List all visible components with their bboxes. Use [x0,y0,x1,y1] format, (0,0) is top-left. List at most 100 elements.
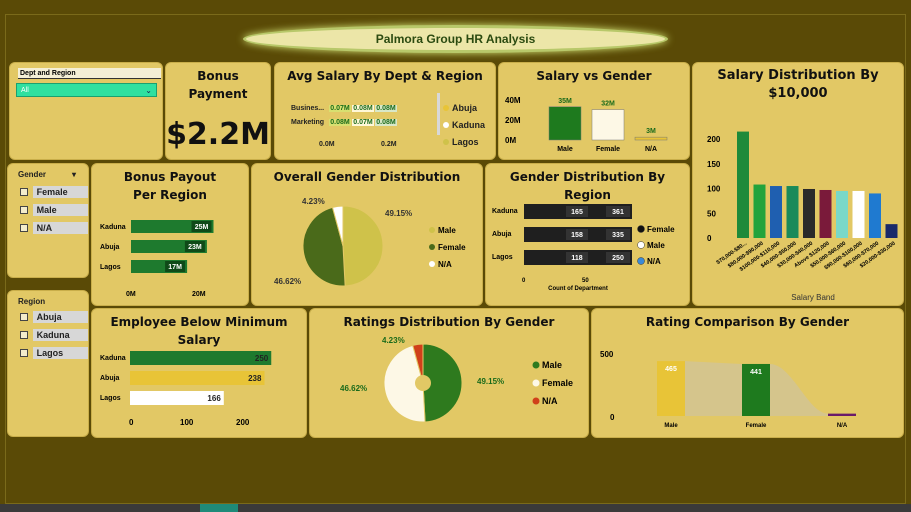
rating-slice [422,343,463,423]
bar-value-bg [184,241,205,252]
bar-category-label: N/A [645,146,657,153]
slicer-option[interactable]: N/A [20,219,88,237]
dept-slicer-dropdown[interactable]: All ⌄ [16,83,157,97]
bonus-payment-title: Bonus Payment [188,69,248,101]
salary-gender-bar [548,106,582,141]
bonus-region-card: Bonus Payout Per Region Kaduna 25M Abuja 23… [91,163,249,306]
rating-bar [742,363,770,416]
slicer-option-label: Male [32,204,88,216]
legend-label: Female [647,225,675,234]
bar-value-label: 465 [665,366,677,373]
checkbox[interactable] [20,349,28,357]
checkbox[interactable] [20,188,28,196]
avg-salary-cell: 0.08M [375,104,397,112]
salary-gender-title: Salary vs Gender [536,69,652,83]
y-tick-label: 20M [505,116,521,125]
active-page-tab[interactable] [200,504,238,512]
salary-band-bar [885,224,898,238]
bar-value-bg [566,252,588,263]
gender-slicer: Gender ▾ Female Male N/A [7,163,89,278]
slicer-option[interactable]: Kaduna [20,326,88,344]
y-tick-label: 100 [707,185,721,194]
salary-band-bar [869,193,881,238]
legend-label: Lagos [452,136,479,147]
rating-slice [383,344,426,423]
rating-compare-title: Rating Comparison By Gender [645,315,850,329]
bar-value-bg [606,206,630,217]
y-tick-label: 50 [707,209,716,218]
avg-salary-title: Avg Salary By Dept & Region [287,69,483,83]
bar-value-label: 32M [601,101,615,108]
salary-gender-bar [591,109,625,141]
bar-value-bg [191,221,212,232]
x-tick-label: 0M [126,291,136,298]
y-tick-label: 200 [707,135,721,144]
bar-category-label: Lagos [100,395,121,402]
x-tick-label: 50 [582,278,589,284]
slice-pct-label: 46.62% [340,384,367,393]
bar-category-label: N/A [837,423,848,429]
ratings-gender-chart: 49.15% 46.62% 4.23% Male Female N/A [340,336,573,423]
title-text: Palmora Group HR Analysis [375,32,536,46]
bar-value-bg [606,229,630,240]
avg-legend-scrollbar[interactable] [437,93,440,135]
checkbox[interactable] [20,313,28,321]
bar-category-label: Female [746,423,767,429]
salary-gender-card: Salary vs Gender 40M 20M 0M 35M Male 32M Femal… [498,62,690,160]
checkbox[interactable] [20,206,28,214]
x-tick-label: 20M [192,291,206,298]
bonus-region-title: Bonus Payout Per Region [123,170,217,202]
legend-dot [532,379,540,387]
dashboard-title: Palmora Group HR Analysis [243,25,668,53]
gender-region-title: Gender Distribution By Region [509,170,666,202]
y-tick-label: 0M [505,136,516,145]
slicer-option[interactable]: Female [20,183,88,201]
slicer-option-label: Abuja [32,311,88,323]
x-tick-label: 100 [180,418,194,427]
salary-band-bar [852,190,865,238]
below-min-chart: Kaduna 250 Abuja 238 Lagos 166 0 100 200 [100,351,272,427]
legend-label: Female [438,243,466,252]
rating-compare-card: Rating Comparison By Gender 500 0 465 Male 4… [591,308,904,438]
below-min-card: Employee Below Minimum Salary Kaduna 250 A… [91,308,307,438]
ratings-gender-card: Ratings Distribution By Gender 49.15% 46.… [309,308,589,438]
legend-label: Female [542,378,573,388]
taskbar [0,504,911,512]
checkbox[interactable] [20,331,28,339]
x-axis-label: Salary Band [791,293,835,302]
below-min-bar [130,391,224,405]
salary-gender-chart: 40M 20M 0M 35M Male 32M Female 3M N/A [505,96,668,153]
avg-salary-cell: 0.07M [329,104,351,112]
bar-value-bg [606,252,630,263]
legend-label: N/A [542,396,558,406]
overall-gender-title: Overall Gender Distribution [273,170,461,184]
bar-category-label: Abuja [492,231,512,238]
avg-axis-tick: 0.0M [319,141,335,148]
salary-distribution-chart: 200150100500$70,000-$80...$80,000-$90,00… [707,131,898,302]
bar-value-label: 250 [255,354,269,363]
x-tick-label: 200 [236,418,250,427]
legend-dot [637,225,645,233]
avg-salary-row: Marketing 0.08M 0.07M 0.08M [291,115,398,129]
overall-gender-card: Overall Gender Distribution 49.15% 46.62%… [251,163,483,306]
y-tick-label: 150 [707,160,721,169]
legend-label: Male [438,226,456,235]
gender-region-card: Gender Distribution By Region Kaduna 165 3… [485,163,690,306]
slicer-option[interactable]: Lagos [20,344,88,362]
bar-category-label: Male [557,146,573,153]
slicer-option[interactable]: Abuja [20,308,88,326]
bar-value-label: 158 [571,232,583,239]
bar-category-label: Male [664,423,678,429]
legend-label: Abuja [452,102,478,113]
bar-value-label: 35M [558,98,572,105]
bar-value-label: 250 [612,255,624,262]
legend-dot [429,261,435,267]
slicer-option[interactable]: Male [20,201,88,219]
avg-salary-cell: 0.08M [352,104,374,112]
rating-bar [828,413,856,416]
chevron-down-icon[interactable]: ▾ [71,170,76,179]
gender-slice [342,205,384,287]
bar-value-label: 165 [571,209,583,216]
salary-gender-bar [634,136,668,141]
checkbox[interactable] [20,224,28,232]
